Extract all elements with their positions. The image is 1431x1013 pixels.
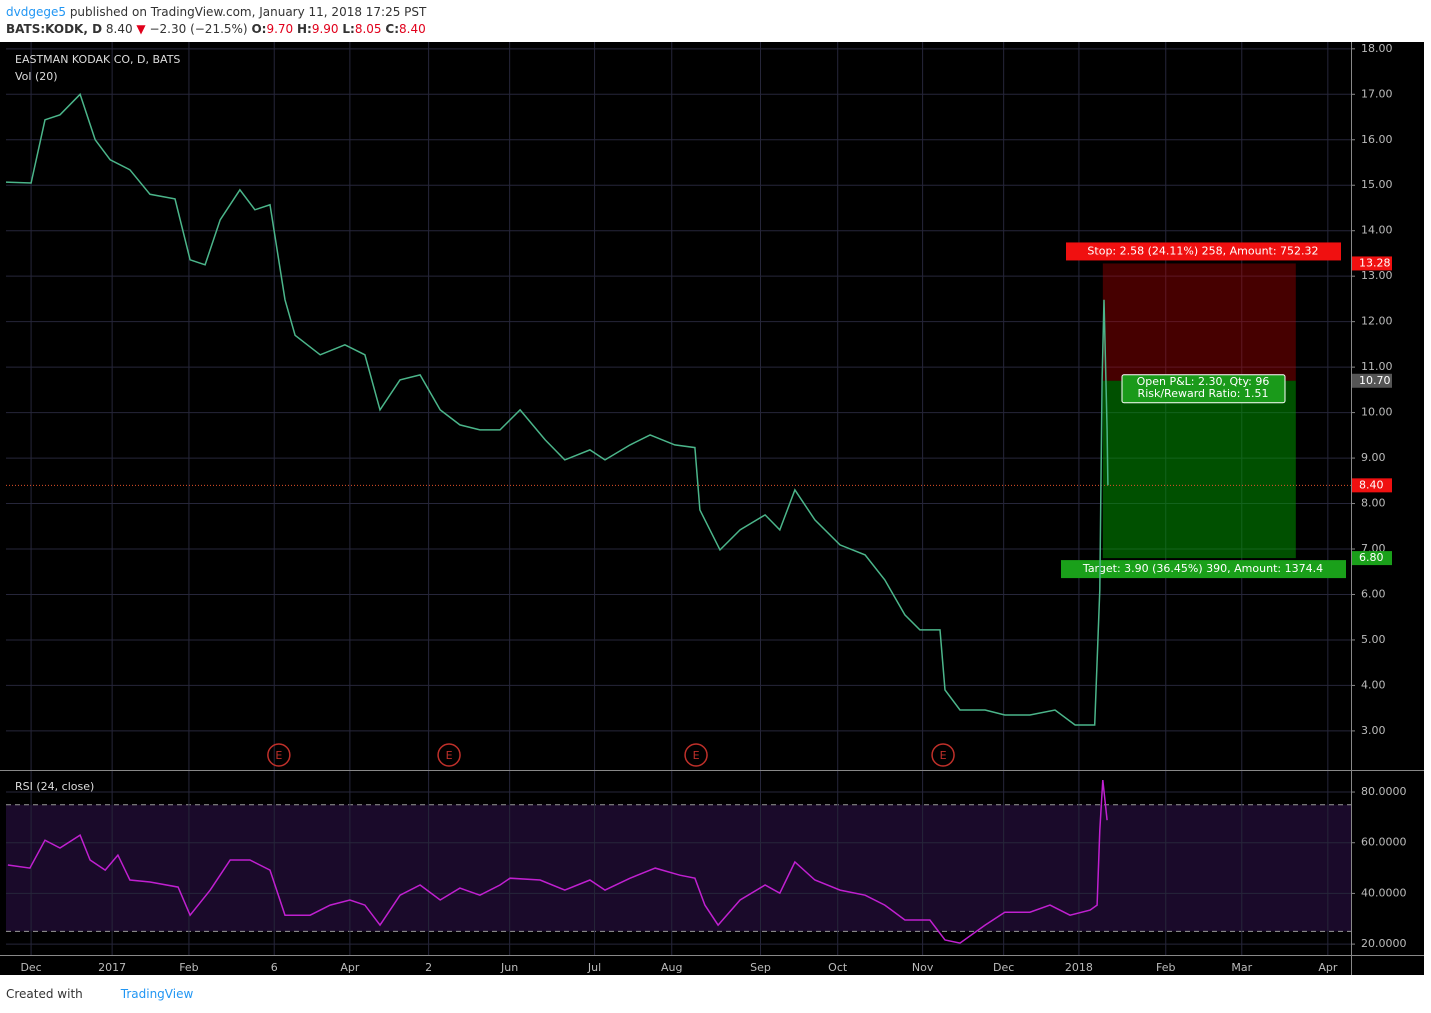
l-label: L: <box>342 22 355 36</box>
username[interactable]: dvdgege5 <box>6 5 66 19</box>
y-tick-label: 4.00 <box>1361 678 1386 691</box>
last: 8.40 <box>105 22 133 36</box>
y-tick-label: 5.00 <box>1361 633 1386 646</box>
y-tick-label: 60.0000 <box>1361 836 1407 849</box>
price-tag-label: 10.70 <box>1359 374 1391 387</box>
y-tick-label: 16.00 <box>1361 133 1393 146</box>
x-tick-label: Apr <box>1318 961 1338 974</box>
x-tick-label: Feb <box>179 961 198 974</box>
stop-label-bg <box>1066 242 1341 261</box>
symbol: BATS:KODK, D <box>6 22 103 36</box>
price-tag-label: 13.28 <box>1359 256 1391 269</box>
x-tick-label: 6 <box>271 961 278 974</box>
high: 9.90 <box>311 22 339 36</box>
c-label: C: <box>385 22 399 36</box>
stop-label: Stop: 2.58 (24.11%) 258, Amount: 752.32 <box>1087 244 1318 257</box>
rsi-band <box>6 804 1351 932</box>
earnings-label: E <box>940 749 947 762</box>
ratio-label: Risk/Reward Ratio: 1.51 <box>1138 387 1269 400</box>
earnings-marker <box>684 743 708 767</box>
y-tick-label: 18.00 <box>1361 42 1393 55</box>
y-tick-label: 14.00 <box>1361 224 1393 237</box>
chart: Dec 2017 Feb 6 Apr 2 Jun Jul Aug Sep Oct Nov Dec 2018… <box>0 42 1424 975</box>
x-tick-label: Dec <box>993 961 1014 974</box>
price-tag <box>1352 256 1392 271</box>
y-tick-label: 12.00 <box>1361 315 1393 328</box>
pnl-label: Open P&L: 2.30, Qty: 96 <box>1137 375 1270 388</box>
y-tick-label: 20.0000 <box>1361 937 1407 950</box>
y-tick-label: 3.00 <box>1361 724 1386 737</box>
y-tick-label: 6.00 <box>1361 587 1386 600</box>
x-tick-label: Jul <box>587 961 601 974</box>
rsi-title: RSI (24, close) <box>15 780 94 793</box>
footer: Created with TradingView <box>6 987 193 1001</box>
open: 9.70 <box>266 22 294 36</box>
h-label: H: <box>297 22 312 36</box>
x-tick-label: Nov <box>912 961 934 974</box>
y-tick-label: 10.00 <box>1361 406 1393 419</box>
x-tick-label: 2017 <box>98 961 126 974</box>
x-tick-label: 2 <box>425 961 432 974</box>
header-line-1: dvdgege5 published on TradingView.com, J… <box>6 4 426 21</box>
header-line-2: BATS:KODK, D 8.40 ▼ −2.30 (−21.5%) O:9.7… <box>6 21 426 38</box>
price-tag-label: 8.40 <box>1359 478 1384 491</box>
x-tick-label: Feb <box>1156 961 1175 974</box>
earnings-marker <box>437 743 461 767</box>
earnings-marker <box>267 743 291 767</box>
published: published on TradingView.com, January 11… <box>69 5 427 19</box>
chart-title: EASTMAN KODAK CO, D, BATS <box>15 53 180 66</box>
stop-zone <box>1102 263 1296 381</box>
price-tag <box>1352 478 1392 493</box>
y-tick-label: 13.00 <box>1361 269 1393 282</box>
earnings-label: E <box>446 749 453 762</box>
rsi-line <box>7 780 1108 944</box>
price-tag-label: 6.80 <box>1359 551 1384 564</box>
x-tick-label: Oct <box>828 961 848 974</box>
pnl-label-bg <box>1121 374 1286 404</box>
x-tick-label: Dec <box>20 961 41 974</box>
price-tag <box>1352 373 1392 388</box>
x-tick-label: Jun <box>500 961 518 974</box>
y-tick-label: 8.00 <box>1361 497 1386 510</box>
x-tick-label: Sep <box>750 961 771 974</box>
earnings-marker <box>931 743 955 767</box>
change: −2.30 (−21.5%) <box>149 22 248 36</box>
created: Created with <box>6 987 83 1001</box>
y-tick-label: 40.0000 <box>1361 886 1407 899</box>
y-tick-label: 15.00 <box>1361 178 1393 191</box>
earnings-label: E <box>275 749 282 762</box>
brand[interactable]: TradingView <box>120 987 194 1001</box>
target-label: Target: 3.90 (36.45%) 390, Amount: 1374.… <box>1082 562 1323 575</box>
x-tick-label: Aug <box>661 961 682 974</box>
low: 8.05 <box>354 22 382 36</box>
chart-subtitle: Vol (20) <box>15 70 58 83</box>
x-tick-label: 2018 <box>1065 961 1093 974</box>
x-tick-label: Mar <box>1231 961 1252 974</box>
y-tick-label: 17.00 <box>1361 87 1393 100</box>
header: dvdgege5 published on TradingView.com, J… <box>6 4 426 38</box>
close: 8.40 <box>399 22 426 36</box>
earnings-label: E <box>693 749 700 762</box>
y-tick-label: 9.00 <box>1361 451 1386 464</box>
price-tag <box>1352 551 1392 566</box>
target-zone <box>1102 380 1296 559</box>
y-tick-label: 11.00 <box>1361 360 1393 373</box>
y-tick-label: 80.0000 <box>1361 785 1407 798</box>
x-tick-label: Apr <box>340 961 360 974</box>
price-line <box>5 92 1109 726</box>
arrow: ▼ <box>136 22 146 36</box>
o-label: O: <box>251 22 267 36</box>
target-label-bg <box>1061 560 1346 579</box>
